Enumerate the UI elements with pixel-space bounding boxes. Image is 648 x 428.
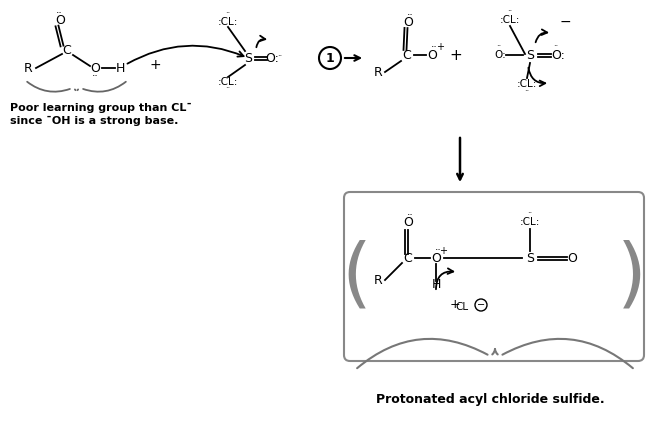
FancyBboxPatch shape (344, 192, 644, 361)
Text: ··: ·· (226, 9, 231, 18)
Text: +: + (436, 42, 444, 52)
Text: :CL:: :CL: (218, 77, 238, 87)
Text: +: + (149, 58, 161, 72)
Text: O: O (431, 252, 441, 265)
Text: C: C (402, 48, 411, 62)
Text: ··: ·· (407, 10, 413, 20)
Text: −: − (559, 15, 571, 29)
Text: 1: 1 (326, 51, 334, 65)
Text: ··: ·· (527, 209, 533, 219)
Text: O: O (403, 15, 413, 29)
Text: ··: ·· (507, 8, 513, 17)
Text: R: R (23, 62, 32, 74)
Text: O: O (55, 14, 65, 27)
Text: ··: ·· (431, 42, 437, 52)
Text: ··: ·· (496, 42, 502, 51)
Text: ··: ·· (91, 71, 98, 81)
Text: ··: ·· (524, 87, 529, 96)
Text: ··: ·· (226, 84, 231, 93)
Text: O: O (90, 62, 100, 74)
Text: +: + (439, 246, 447, 256)
Text: H: H (432, 279, 441, 291)
Text: ··: ·· (56, 8, 62, 18)
Text: ··: ·· (407, 210, 413, 220)
Text: O:: O: (551, 48, 565, 62)
Text: since ¯OH is a strong base.: since ¯OH is a strong base. (10, 116, 178, 126)
Text: H: H (115, 62, 124, 74)
Text: Poor learning group than CL¯: Poor learning group than CL¯ (10, 103, 192, 113)
Text: ··: ·· (553, 42, 559, 51)
Text: :CL:: :CL: (218, 17, 238, 27)
Text: :CL:: :CL: (517, 79, 537, 89)
Text: R: R (374, 65, 382, 78)
Text: S: S (244, 51, 252, 65)
Text: ··: ·· (277, 53, 283, 62)
Text: (: ( (341, 239, 371, 313)
Text: :CL:: :CL: (520, 217, 540, 227)
Text: R: R (374, 273, 382, 286)
Text: S: S (526, 252, 534, 265)
Text: Protonated acyl chloride sulfide.: Protonated acyl chloride sulfide. (376, 393, 605, 407)
Text: +: + (450, 48, 463, 62)
Text: ): ) (617, 239, 647, 313)
Text: +: + (450, 298, 460, 312)
Text: O: O (567, 252, 577, 265)
Text: O:: O: (494, 50, 506, 60)
Text: O: O (427, 48, 437, 62)
Text: −: − (477, 300, 485, 310)
Text: :CL:: :CL: (500, 15, 520, 25)
Text: C: C (63, 44, 71, 56)
Text: CL: CL (456, 302, 469, 312)
Text: O: O (403, 216, 413, 229)
Text: C: C (404, 252, 412, 265)
Text: S: S (526, 48, 534, 62)
Text: ··: ·· (435, 245, 441, 255)
Text: O:: O: (265, 51, 279, 65)
